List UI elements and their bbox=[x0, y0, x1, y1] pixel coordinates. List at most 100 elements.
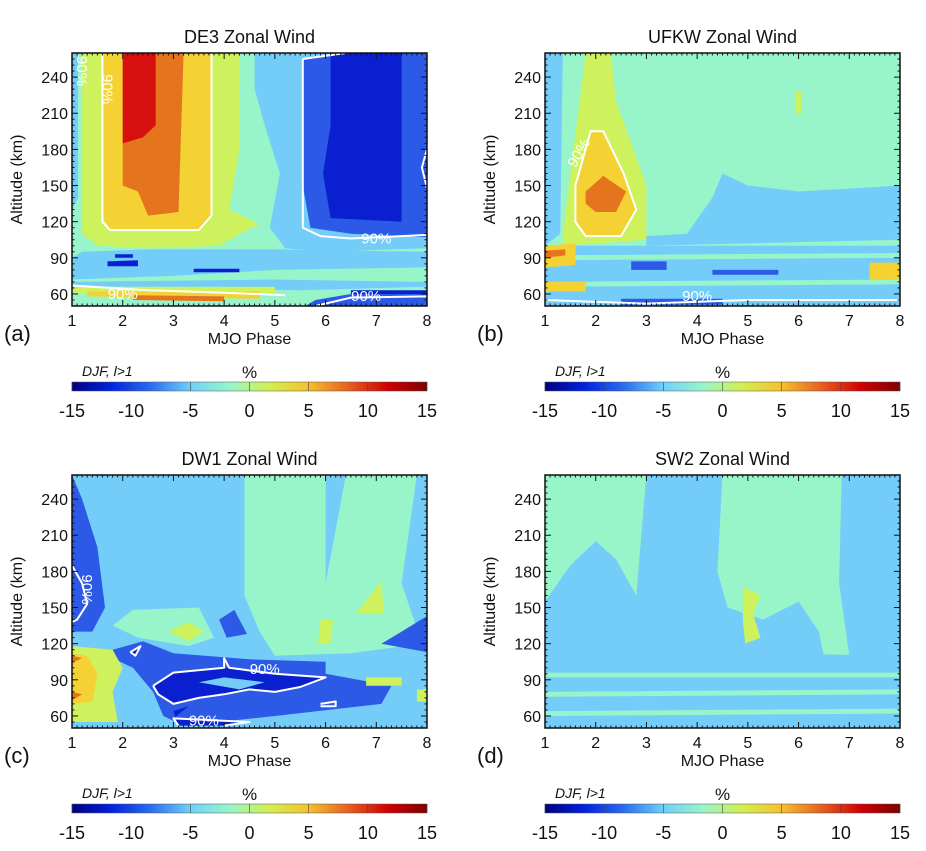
colorbar-tick-label: 10 bbox=[831, 823, 851, 843]
y-tick-label: 180 bbox=[514, 142, 541, 159]
x-tick-label: 8 bbox=[896, 313, 905, 330]
colorbar-tick-label: 0 bbox=[244, 401, 254, 421]
contour-region bbox=[545, 281, 586, 292]
significance-contour bbox=[101, 53, 213, 232]
y-tick-label: 210 bbox=[41, 528, 68, 545]
contour-region bbox=[545, 475, 824, 656]
colorbar-tick-label: -10 bbox=[118, 823, 144, 843]
contour-region bbox=[869, 262, 900, 280]
colorbar-tick-label: -5 bbox=[655, 823, 671, 843]
panel-label: (b) bbox=[477, 321, 504, 346]
x-tick-label: 1 bbox=[541, 735, 550, 752]
x-tick-label: 3 bbox=[169, 735, 178, 752]
colorbar-unit-label: % bbox=[715, 363, 730, 382]
contour-region bbox=[72, 475, 105, 632]
colorbar-tick-label: -10 bbox=[591, 823, 617, 843]
colorbar: DJF, l>1 % -15 -10 -5 0 5 10 15 bbox=[59, 363, 437, 421]
contour-region bbox=[72, 249, 427, 280]
x-tick-label: 8 bbox=[423, 735, 432, 752]
x-tick-label: 7 bbox=[372, 735, 381, 752]
contour-region bbox=[381, 616, 427, 653]
x-tick-label: 7 bbox=[845, 735, 854, 752]
contour-region bbox=[545, 649, 900, 728]
x-tick-label: 5 bbox=[743, 313, 752, 330]
x-tick-label: 5 bbox=[743, 735, 752, 752]
colorbar-tick-label: 5 bbox=[777, 401, 787, 421]
y-tick-label: 90 bbox=[523, 673, 541, 690]
colorbar-tick-label: -5 bbox=[655, 401, 671, 421]
colorbar-tick-label: -10 bbox=[118, 401, 144, 421]
contour-region bbox=[416, 689, 427, 702]
y-tick-label: 90 bbox=[50, 673, 68, 690]
chart-title: DW1 Zonal Wind bbox=[181, 449, 317, 469]
significance-label: 90% bbox=[78, 574, 95, 604]
colorbar-tick-label: 0 bbox=[717, 823, 727, 843]
x-tick-label: 6 bbox=[321, 735, 330, 752]
panel-a: 90%90%90%90% 90%1 2 3 4 5 6 7 860901201501802102… bbox=[4, 27, 437, 421]
contour-region bbox=[545, 245, 900, 306]
chart-title: DE3 Zonal Wind bbox=[184, 27, 315, 47]
colorbar-note: DJF, l>1 bbox=[555, 363, 606, 379]
panel-label: (d) bbox=[477, 743, 504, 768]
x-tick-label: 6 bbox=[794, 313, 803, 330]
significance-label: 90% bbox=[351, 288, 381, 305]
y-tick-label: 120 bbox=[514, 637, 541, 654]
significance-contour bbox=[302, 53, 347, 60]
x-axis-label: MJO Phase bbox=[681, 331, 765, 348]
y-tick-label: 150 bbox=[514, 179, 541, 196]
colorbar-tick-label: 15 bbox=[417, 401, 437, 421]
x-tick-label: 1 bbox=[541, 313, 550, 330]
y-tick-label: 150 bbox=[41, 179, 68, 196]
y-axis-label: Altitude (km) bbox=[9, 135, 26, 225]
significance-contour bbox=[72, 284, 286, 297]
colorbar-tick-label: 10 bbox=[358, 401, 378, 421]
plot-area: 90%90% bbox=[545, 53, 900, 306]
y-tick-label: 240 bbox=[41, 70, 68, 87]
y-tick-label: 90 bbox=[50, 251, 68, 268]
contour-region bbox=[219, 609, 247, 638]
colorbar-tick-label: 10 bbox=[831, 401, 851, 421]
colorbar-tick-label: -15 bbox=[59, 401, 85, 421]
x-axis-label: MJO Phase bbox=[681, 753, 765, 770]
x-tick-label: 3 bbox=[169, 313, 178, 330]
y-tick-label: 90 bbox=[523, 251, 541, 268]
colorbar-note: DJF, l>1 bbox=[555, 785, 606, 801]
x-tick-label: 4 bbox=[220, 735, 229, 752]
colorbar-tick-label: -5 bbox=[182, 401, 198, 421]
colorbar-tick-label: -10 bbox=[591, 401, 617, 421]
contour-region bbox=[796, 91, 802, 114]
colorbar-tick-label: 0 bbox=[244, 823, 254, 843]
significance-label: 90% bbox=[189, 713, 219, 730]
y-tick-label: 120 bbox=[41, 637, 68, 654]
significance-label: 90% bbox=[361, 230, 391, 247]
contour-region bbox=[742, 587, 761, 644]
colorbar-note: DJF, l>1 bbox=[82, 785, 133, 801]
y-tick-label: 210 bbox=[514, 528, 541, 545]
x-tick-label: 4 bbox=[693, 313, 702, 330]
contour-region bbox=[72, 53, 79, 210]
contour-region bbox=[366, 677, 402, 686]
x-tick-label: 6 bbox=[794, 735, 803, 752]
contour-region bbox=[115, 254, 133, 258]
x-axis-label: MJO Phase bbox=[208, 753, 292, 770]
x-tick-label: 7 bbox=[845, 313, 854, 330]
contour-region bbox=[193, 268, 240, 273]
colorbar-tick-label: 5 bbox=[777, 823, 787, 843]
plot-area bbox=[545, 475, 900, 728]
y-axis-label: Altitude (km) bbox=[482, 557, 499, 647]
plot-area: 90% 90% 90% 90% 90% bbox=[72, 53, 427, 306]
contour-region bbox=[712, 269, 779, 275]
colorbar-tick-label: 5 bbox=[304, 823, 314, 843]
x-tick-label: 5 bbox=[270, 313, 279, 330]
contour-region bbox=[122, 53, 156, 144]
x-tick-label: 1 bbox=[68, 735, 77, 752]
colorbar-tick-label: 15 bbox=[890, 823, 910, 843]
plot-area: 90% 90% 90% bbox=[72, 475, 427, 730]
colorbar-tick-label: 10 bbox=[358, 823, 378, 843]
contour-region bbox=[545, 53, 563, 246]
contour-region bbox=[646, 173, 900, 246]
x-tick-label: 8 bbox=[423, 313, 432, 330]
colorbar-tick-label: -5 bbox=[182, 823, 198, 843]
x-tick-label: 2 bbox=[591, 313, 600, 330]
